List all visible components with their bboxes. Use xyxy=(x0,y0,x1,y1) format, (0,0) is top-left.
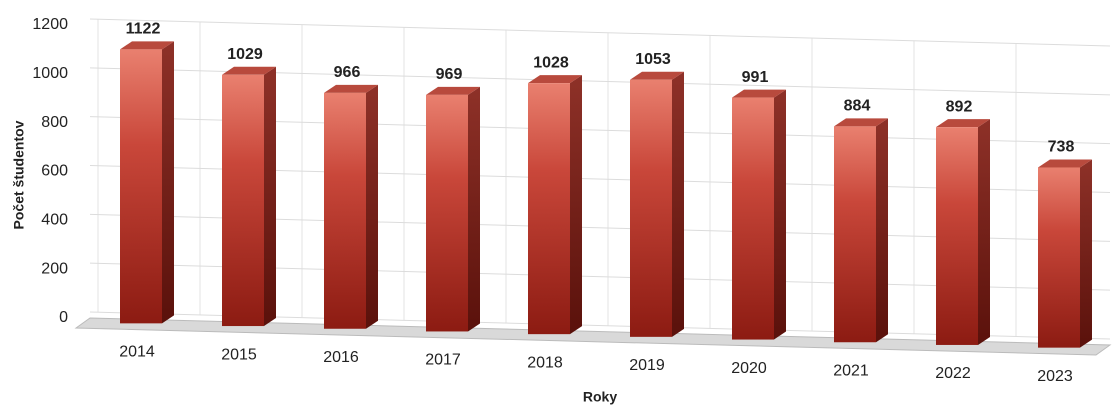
x-tick-label: 2020 xyxy=(731,360,767,377)
bar-top xyxy=(120,41,174,50)
bar-side xyxy=(1080,159,1092,348)
bar-side xyxy=(264,66,276,327)
bar-top xyxy=(324,84,378,93)
y-axis-label: Počet študentov xyxy=(11,120,27,229)
bar-front xyxy=(936,127,978,345)
x-tick-label: 2016 xyxy=(323,349,359,366)
bar-front xyxy=(426,94,468,332)
grid-line xyxy=(89,18,1111,47)
bar-front xyxy=(630,79,672,337)
value-label: 969 xyxy=(436,66,463,83)
bar xyxy=(1038,159,1092,348)
value-label: 884 xyxy=(844,98,871,115)
y-tick-label: 800 xyxy=(41,114,68,131)
y-tick-label: 600 xyxy=(41,163,68,180)
bar-top xyxy=(528,75,582,84)
bar-top xyxy=(222,66,276,75)
value-label: 1053 xyxy=(635,51,671,68)
value-label: 966 xyxy=(334,64,361,81)
bar xyxy=(426,86,480,332)
bar-top xyxy=(1038,159,1092,168)
y-tick-label: 400 xyxy=(41,212,68,229)
x-tick-label: 2018 xyxy=(527,354,563,371)
y-tick-label: 1200 xyxy=(32,16,68,33)
x-tick-label: 2019 xyxy=(629,357,665,374)
value-label: 892 xyxy=(946,98,973,115)
y-tick-label: 200 xyxy=(41,260,68,277)
value-label: 1028 xyxy=(533,54,569,71)
bar-side xyxy=(876,118,888,343)
bar-front xyxy=(528,83,570,335)
bar xyxy=(936,119,990,345)
x-tick-label: 2022 xyxy=(935,365,971,382)
bar-front xyxy=(834,126,876,343)
y-tick-label: 1000 xyxy=(32,65,68,82)
x-tick-label: 2015 xyxy=(221,346,257,363)
bar-top xyxy=(732,89,786,98)
bar-top xyxy=(630,71,684,80)
bar xyxy=(120,41,174,324)
bar xyxy=(222,66,276,327)
bar-front xyxy=(1038,167,1080,348)
bar-side xyxy=(774,89,786,340)
value-label: 738 xyxy=(1048,139,1075,156)
bar-side xyxy=(366,84,378,329)
value-label: 1029 xyxy=(227,46,263,63)
value-label: 991 xyxy=(742,69,769,86)
bar-top xyxy=(936,119,990,128)
bar xyxy=(324,84,378,329)
bar xyxy=(528,75,582,335)
bar-side xyxy=(162,41,174,324)
bar-front xyxy=(222,74,264,327)
bar-side xyxy=(468,86,480,332)
bar xyxy=(834,118,888,343)
bar-side xyxy=(672,71,684,337)
bar-top xyxy=(426,86,480,95)
bar-side xyxy=(570,75,582,335)
bar-front xyxy=(324,92,366,329)
x-tick-label: 2017 xyxy=(425,352,461,369)
bar-front xyxy=(120,49,162,324)
x-tick-label: 2023 xyxy=(1037,368,1073,385)
x-tick-label: 2014 xyxy=(119,344,155,361)
value-label: 1122 xyxy=(126,21,161,38)
bar-side xyxy=(978,119,990,345)
x-axis-label: Roky xyxy=(583,389,617,405)
bar xyxy=(732,89,786,340)
bar-front xyxy=(732,97,774,340)
x-tick-label: 2021 xyxy=(833,362,869,379)
bar-top xyxy=(834,118,888,127)
y-tick-label: 0 xyxy=(59,309,68,326)
bar xyxy=(630,71,684,337)
